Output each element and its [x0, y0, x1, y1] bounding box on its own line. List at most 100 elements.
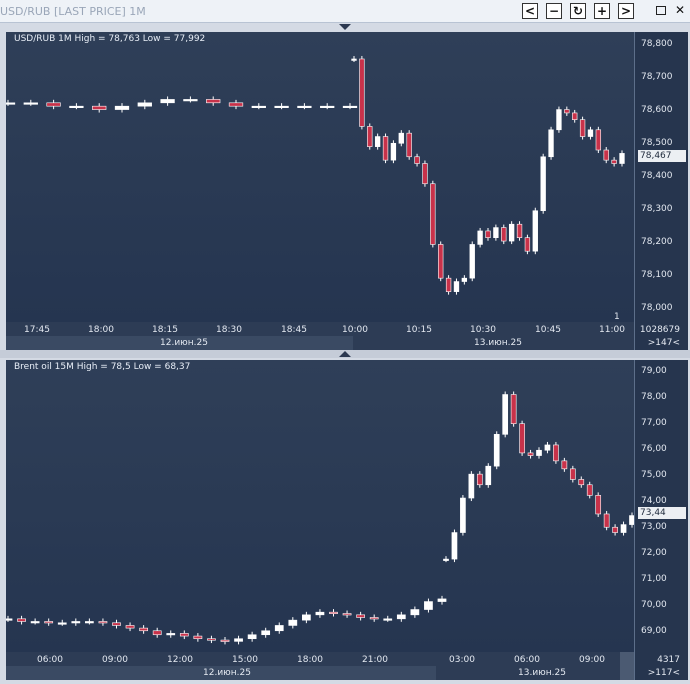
- volume-value: 1028679: [639, 325, 680, 335]
- usd-rub-chart-title: USD/RUB 1M High = 78,763 Low = 77,992: [14, 34, 206, 44]
- time-tick: 18:15: [152, 325, 178, 335]
- candle-body: [578, 479, 585, 486]
- time-tick: 10:00: [342, 325, 368, 335]
- y-tick: 78,00: [641, 392, 667, 402]
- splitter-up-icon[interactable]: [339, 351, 351, 357]
- y-tick: 78,700: [641, 72, 673, 82]
- candle-body: [302, 614, 311, 621]
- brent-candles: [6, 391, 634, 645]
- refresh-button[interactable]: ↻: [570, 3, 586, 19]
- candle-body: [536, 449, 542, 456]
- y-tick: 70,00: [641, 600, 667, 610]
- refresh-icon: ↻: [572, 4, 584, 18]
- y-tick: 78,500: [641, 138, 673, 148]
- candle-body: [152, 630, 162, 636]
- candle-body: [207, 638, 216, 641]
- candle-body: [30, 621, 40, 624]
- usd-rub-time-axis[interactable]: 17:45 18:00 18:15 18:30 18:45 10:00 10:1…: [6, 322, 634, 350]
- time-tick: 10:45: [535, 325, 561, 335]
- candle-body: [519, 423, 525, 454]
- time-tick: 09:00: [579, 655, 605, 665]
- candle-body: [342, 105, 358, 108]
- y-tick: 73,00: [641, 522, 667, 532]
- brent-chart-panel[interactable]: Brent oil 15M High = 78,5 Low = 68,37: [6, 360, 634, 652]
- candle-body: [524, 237, 531, 252]
- time-tick: 12:00: [167, 655, 193, 665]
- candle-body: [166, 633, 176, 636]
- restore-window-button[interactable]: [656, 6, 666, 15]
- brent-time-axis[interactable]: 06:00 09:00 12:00 15:00 18:00 21:00 03:0…: [6, 652, 634, 680]
- usd-rub-chart-panel[interactable]: USD/RUB 1M High = 78,763 Low = 77,992: [6, 32, 634, 322]
- time-tick: 18:30: [216, 325, 242, 335]
- brent-volume-box: 4317 >117<: [634, 652, 688, 680]
- candle-body: [406, 132, 412, 158]
- splitter-handle-icon[interactable]: [339, 24, 351, 30]
- candle-body: [44, 621, 54, 624]
- time-tick: 18:00: [297, 655, 323, 665]
- candle-body: [160, 99, 175, 104]
- y-tick: 78,100: [641, 270, 673, 280]
- candle-body: [485, 230, 491, 238]
- candle-body: [315, 611, 325, 616]
- usd-rub-volume-box: 1028679 >147<: [634, 322, 688, 350]
- candle-body: [544, 444, 551, 451]
- candle-body: [320, 105, 335, 108]
- bar-count: >147<: [647, 338, 680, 348]
- y-tick: 78,600: [641, 105, 673, 115]
- volume-value: 4317: [657, 655, 680, 665]
- minimize-chart-button[interactable]: −: [546, 3, 562, 19]
- candle-body: [430, 183, 436, 245]
- candle-body: [612, 526, 618, 533]
- candle-body: [382, 136, 389, 161]
- usd-rub-price-axis[interactable]: 78,800 78,700 78,600 78,500 78,400 78,30…: [634, 32, 688, 322]
- candle-body: [629, 515, 634, 525]
- bar-count: >117<: [647, 668, 680, 678]
- candle-body: [493, 434, 500, 467]
- candle-body: [540, 156, 546, 212]
- brent-last-price-label: 73,44: [638, 507, 686, 519]
- candle-body: [451, 532, 458, 560]
- date-tick: 13.июн.25: [518, 668, 566, 678]
- time-tick: 18:00: [88, 325, 114, 335]
- close-icon: ✕: [675, 3, 686, 17]
- scroll-thumb[interactable]: [620, 652, 634, 680]
- y-tick: 77,00: [641, 418, 667, 428]
- candle-body: [220, 639, 230, 642]
- usd-rub-candles: [6, 55, 625, 295]
- candle-body: [564, 109, 570, 114]
- candle-body: [516, 223, 523, 238]
- candle-body: [476, 473, 483, 486]
- candle-body: [501, 227, 507, 242]
- candle-body: [553, 444, 559, 462]
- time-tick: 15:00: [232, 655, 258, 665]
- candle-body: [556, 109, 562, 131]
- time-tick: 11:00: [599, 325, 625, 335]
- brent-price-axis[interactable]: 79,00 78,00 77,00 76,00 75,00 74,00 73,0…: [634, 360, 688, 652]
- y-tick: 78,400: [641, 171, 673, 181]
- time-tick: 03:00: [449, 655, 475, 665]
- candle-body: [569, 468, 576, 480]
- add-button[interactable]: +: [594, 3, 610, 19]
- time-tick: 17:45: [24, 325, 50, 335]
- time-tick: 10:30: [470, 325, 496, 335]
- candle-body: [508, 223, 515, 242]
- candle-body: [390, 142, 397, 161]
- candle-body: [85, 621, 94, 624]
- candle-body: [468, 473, 475, 499]
- close-window-button[interactable]: ✕: [675, 3, 685, 17]
- candle-body: [125, 625, 135, 629]
- candle-body: [485, 465, 492, 486]
- candle-body: [422, 163, 428, 185]
- candle-body: [502, 394, 509, 435]
- back-button[interactable]: <: [522, 3, 538, 19]
- candle-body: [367, 126, 373, 147]
- time-tick: 18:45: [281, 325, 307, 335]
- candle-body: [98, 621, 108, 624]
- date-tick: 12.июн.25: [203, 668, 251, 678]
- forward-button[interactable]: >: [618, 3, 634, 19]
- candle-body: [510, 394, 517, 425]
- candle-body: [183, 99, 198, 102]
- window-titlebar: USD/RUB [LAST PRICE] 1M < − ↻ + > ✕: [0, 0, 690, 23]
- candle-body: [342, 613, 352, 616]
- candle-body: [234, 638, 243, 642]
